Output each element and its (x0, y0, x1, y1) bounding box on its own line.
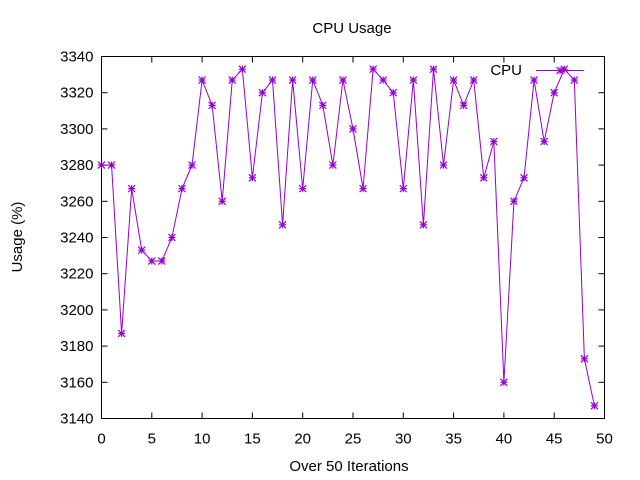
x-tick-label: 5 (148, 431, 156, 448)
x-tick-label: 0 (97, 431, 105, 448)
plot-area-border (101, 56, 605, 419)
series-line-0 (101, 67, 595, 406)
y-tick-label: 3300 (60, 121, 93, 138)
data-point (530, 76, 539, 84)
data-point (469, 76, 478, 84)
data-point (107, 161, 116, 170)
chart-title: CPU Usage (312, 20, 391, 37)
data-point (409, 76, 418, 84)
x-tick-label: 25 (345, 431, 362, 448)
data-point (479, 173, 488, 182)
data-point (97, 161, 106, 170)
y-tick-label: 3240 (60, 230, 93, 247)
data-point (328, 161, 337, 170)
data-point (449, 76, 458, 84)
data-point (570, 76, 579, 84)
x-tick-label: 10 (194, 431, 211, 448)
data-point (580, 354, 589, 363)
data-point (218, 197, 227, 206)
data-point (339, 76, 347, 84)
data-point (369, 65, 378, 74)
data-point (147, 257, 156, 265)
data-point (399, 184, 408, 193)
x-tick-label: 15 (244, 431, 261, 448)
data-point (228, 76, 237, 84)
x-tick-label: 50 (596, 431, 613, 448)
data-point (459, 101, 468, 110)
legend: CPU (490, 62, 584, 79)
data-point (550, 88, 559, 97)
data-point (198, 76, 207, 84)
data-point (439, 161, 448, 170)
y-tick-label: 3340 (60, 49, 93, 66)
data-point (590, 401, 599, 410)
y-tick-label: 3220 (60, 266, 93, 283)
data-point (188, 161, 196, 170)
y-tick-label: 3180 (60, 338, 93, 355)
data-point (389, 88, 398, 97)
y-tick-label: 3200 (60, 302, 93, 319)
y-tick-label: 3140 (60, 411, 93, 428)
axis-ticks: 0 5 10 15 20 25 30 35 40 45 50 3140 3160 3180 3200 3220… (60, 49, 613, 448)
legend-label-cpu: CPU (490, 62, 522, 79)
data-point (268, 76, 277, 84)
data-point (258, 88, 267, 97)
legend-marker-0 (556, 66, 564, 75)
x-tick-label: 20 (294, 431, 311, 448)
data-point (288, 76, 297, 84)
data-point (298, 184, 307, 193)
data-point (127, 184, 136, 193)
series-layer (97, 65, 599, 410)
data-point (349, 124, 357, 133)
y-tick-label: 3260 (60, 193, 93, 210)
data-point (248, 173, 257, 182)
x-tick-label: 35 (445, 431, 462, 448)
data-point (178, 184, 186, 193)
data-point (117, 329, 126, 338)
data-point (489, 137, 498, 146)
data-point (167, 233, 176, 242)
data-point (137, 246, 146, 255)
y-tick-label: 3320 (60, 85, 93, 102)
y-axis-label: Usage (%) (9, 202, 26, 273)
data-point (238, 65, 247, 74)
x-tick-label: 45 (546, 431, 563, 448)
x-axis-label: Over 50 Iterations (289, 458, 408, 475)
data-point (318, 101, 327, 110)
data-point (208, 101, 217, 110)
y-tick-label: 3280 (60, 157, 93, 174)
data-point (359, 184, 367, 193)
data-point (429, 65, 438, 74)
data-point (499, 378, 508, 387)
data-point (157, 257, 166, 265)
data-point (540, 137, 549, 146)
data-point (379, 76, 388, 84)
data-point (419, 220, 428, 229)
data-point (520, 173, 528, 182)
x-tick-label: 30 (395, 431, 412, 448)
data-point (510, 197, 518, 206)
data-point (308, 76, 317, 84)
y-tick-label: 3160 (60, 374, 93, 391)
x-tick-label: 40 (496, 431, 513, 448)
data-point (278, 220, 287, 229)
